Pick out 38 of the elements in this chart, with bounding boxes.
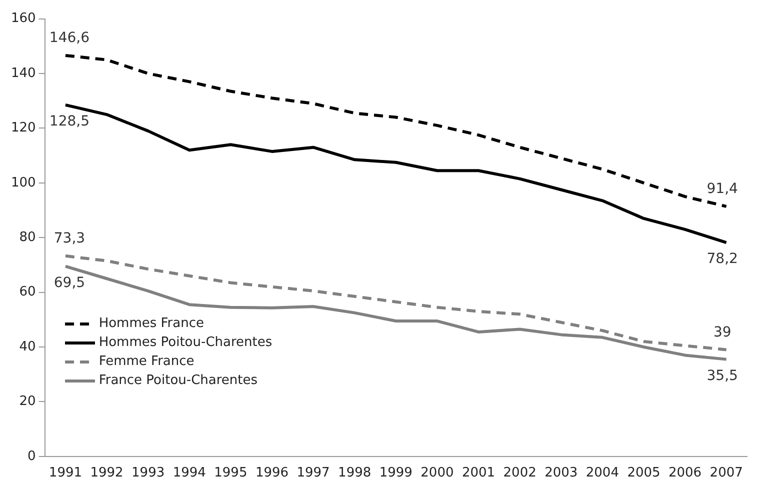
data-label: 35,5 [706, 368, 738, 384]
data-label: 78,2 [706, 251, 738, 268]
y-tick-label: 80 [19, 230, 36, 245]
x-tick-label: 1997 [296, 466, 330, 481]
legend-label: Femme France [98, 354, 194, 370]
x-tick-label: 2000 [420, 466, 454, 481]
x-tick-label: 1998 [338, 466, 372, 481]
x-tick-label: 2001 [462, 466, 496, 481]
y-tick-label: 40 [19, 339, 36, 354]
data-label: 69,5 [54, 274, 86, 291]
x-tick-label: 1995 [214, 466, 248, 481]
x-tick-label: 1991 [48, 466, 82, 481]
x-tick-label: 1994 [172, 466, 206, 481]
x-tick-label: 2003 [544, 466, 578, 481]
x-tick-label: 1996 [255, 466, 289, 481]
x-tick-label: 2006 [668, 466, 702, 481]
legend-label: Hommes France [98, 316, 204, 332]
y-tick-label: 160 [10, 11, 36, 26]
data-label: 39 [713, 324, 732, 340]
x-tick-label: 2004 [586, 466, 619, 481]
x-tick-label: 2002 [503, 466, 536, 481]
x-tick-label: 2005 [627, 466, 660, 481]
y-tick-label: 60 [19, 284, 36, 300]
legend-label: France Poitou-Charentes [98, 373, 258, 388]
y-tick-label: 120 [10, 120, 36, 136]
legend-label: Hommes Poitou-Charentes [98, 335, 272, 350]
x-tick-label: 1993 [132, 466, 165, 481]
data-label: 73,3 [54, 230, 86, 247]
data-label: 91,4 [706, 181, 738, 198]
x-tick-label: 2007 [710, 466, 743, 481]
y-tick-label: 140 [10, 66, 36, 81]
y-tick-label: 20 [19, 394, 36, 410]
x-tick-label: 1992 [90, 466, 124, 481]
data-label: 146,6 [49, 30, 90, 46]
y-tick-label: 100 [10, 175, 36, 190]
x-tick-label: 1999 [379, 466, 412, 481]
data-label: 128,5 [49, 114, 90, 130]
y-tick-label: 0 [28, 448, 36, 464]
